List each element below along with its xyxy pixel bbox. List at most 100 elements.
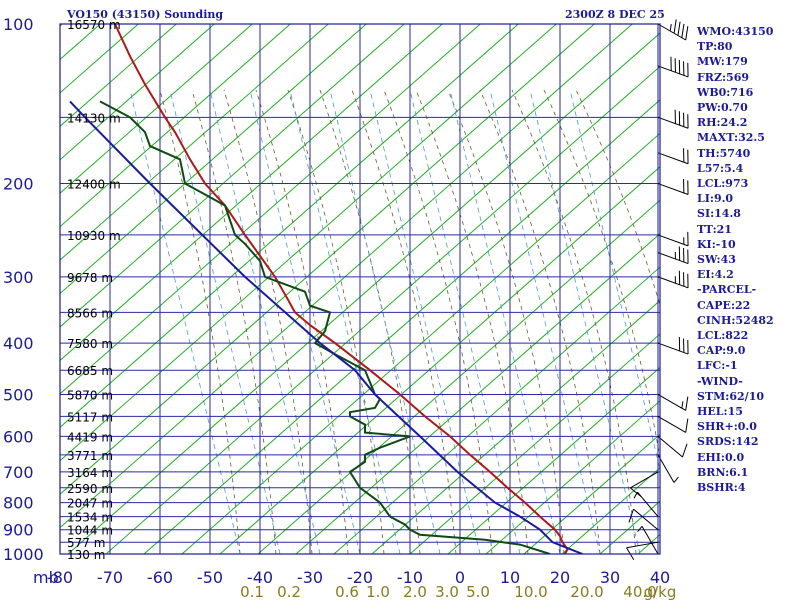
wind-barb — [657, 336, 689, 355]
mixing-ratio-label: 2.0 — [403, 583, 427, 600]
barb-flag — [685, 26, 689, 41]
wind-barb — [657, 415, 689, 433]
moist-adiabat-line — [223, 89, 313, 554]
mixing-ratio-label: 20.0 — [570, 583, 603, 600]
mixing-ratio-label: 10.0 — [514, 583, 547, 600]
wind-barb — [657, 231, 689, 247]
dry-adiabat-line — [60, 24, 596, 495]
dry-adiabat-line — [60, 24, 482, 395]
barb-half-flag — [669, 24, 672, 32]
index-item: WB0:716 — [697, 85, 754, 99]
barb-staff — [633, 508, 659, 531]
wind-barb — [657, 56, 689, 78]
pressure-tick-label: 700 — [3, 463, 34, 482]
temperature-tick-label: 10 — [500, 568, 520, 587]
height-label: 3164 m — [67, 466, 113, 480]
wind-barb — [629, 471, 659, 498]
mixing-ratio-line — [529, 89, 641, 554]
mixing-ratio-line — [169, 89, 281, 554]
dry-adiabat-line — [60, 24, 292, 228]
barb-staff — [657, 152, 689, 165]
wind-barb — [657, 394, 689, 411]
index-item: CAPE:22 — [697, 298, 751, 312]
barb-flag — [673, 19, 677, 34]
barb-flag — [681, 23, 685, 38]
mixing-ratio-line — [329, 89, 441, 554]
barb-staff — [657, 436, 683, 458]
barb-half-flag — [681, 401, 684, 409]
height-label: 1044 m — [67, 524, 113, 538]
pressure-tick-label: 500 — [3, 385, 34, 404]
dewpoint-trace — [99, 100, 551, 554]
temperature-tick-label: 0 — [455, 568, 465, 587]
dry-adiabat-line — [295, 233, 660, 554]
dry-adiabat-line — [219, 166, 660, 554]
index-item: TP:80 — [697, 40, 733, 54]
temperature-tick-label: -40 — [247, 568, 273, 587]
index-item: SRDS:142 — [697, 435, 759, 449]
barb-staff — [657, 116, 689, 129]
barb-half-flag — [673, 476, 679, 483]
barb-staff — [657, 65, 689, 78]
index-item: LCL:973 — [697, 177, 749, 191]
mixing-ratio-label: 0.2 — [277, 583, 301, 600]
index-item: EI:4.2 — [697, 268, 734, 282]
index-item: BRN:6.1 — [697, 465, 749, 479]
dry-adiabat-line — [60, 24, 520, 428]
moist-adiabat-line — [159, 89, 241, 554]
mixing-ratio-label: 0.6 — [335, 583, 359, 600]
barb-staff — [626, 541, 659, 549]
mixing-ratio-line — [569, 89, 660, 472]
height-label: 14130 m — [67, 111, 121, 125]
barb-staff — [641, 526, 659, 555]
mixing-ratio-line — [129, 89, 241, 554]
temperature-tick-label: -20 — [347, 568, 373, 587]
parcel-trace — [69, 100, 583, 554]
moist-adiabat-line — [415, 89, 529, 554]
index-item: CAP:9.0 — [697, 344, 746, 358]
indices-panel: WMO:43150 TP:80 MW:179 FRZ:569 WB0:716 PW:0.7… — [697, 24, 797, 495]
barb-staff — [630, 471, 659, 489]
index-item: MW:179 — [697, 55, 748, 69]
height-label: 16570 m — [67, 18, 121, 32]
moist-adiabat-line — [287, 89, 385, 554]
index-item: L57:5.4 — [697, 161, 744, 175]
dry-adiabat-line — [105, 65, 660, 554]
mixing-ratio-label: 0.1 — [240, 583, 264, 600]
dry-adiabat-line — [67, 32, 660, 554]
wind-barb — [657, 436, 688, 458]
index-item: LI:9.0 — [697, 192, 734, 206]
moist-adiabat-line — [255, 89, 349, 554]
temperature-tick-label: 20 — [550, 568, 570, 587]
index-item: PW:0.70 — [697, 101, 748, 115]
valid-time: 2300Z 8 DEC 25 — [565, 8, 665, 21]
moist-adiabat-line — [511, 89, 637, 554]
wind-barb — [657, 19, 689, 41]
chart-grid — [60, 24, 660, 554]
height-label: 2047 m — [67, 497, 113, 511]
height-label: 130 m — [67, 548, 105, 562]
wind-barb — [637, 525, 659, 555]
barb-flag — [685, 418, 689, 433]
barb-staff — [657, 234, 689, 247]
height-label: 577 m — [67, 536, 105, 550]
dry-adiabat-line — [333, 266, 660, 554]
temperature-tick-label: -30 — [297, 568, 323, 587]
barb-staff — [657, 342, 689, 355]
mixing-ratio-label: 40.0 — [623, 583, 656, 600]
moist-adiabat-line — [543, 89, 660, 461]
pressure-tick-label: 300 — [3, 268, 34, 287]
barb-flag — [682, 443, 688, 458]
index-item: SHR+:0.0 — [697, 420, 757, 434]
dry-adiabat-line — [447, 366, 660, 554]
mixing-ratio-line — [489, 89, 601, 554]
barb-staff — [657, 23, 686, 41]
pressure-unit-label: mb — [33, 568, 59, 587]
dry-adiabat-line — [60, 24, 254, 194]
dry-adiabat-line — [60, 24, 140, 94]
mixing-ratio-line — [449, 89, 561, 554]
dry-adiabat-line — [257, 199, 660, 554]
barb-staff — [657, 394, 686, 411]
